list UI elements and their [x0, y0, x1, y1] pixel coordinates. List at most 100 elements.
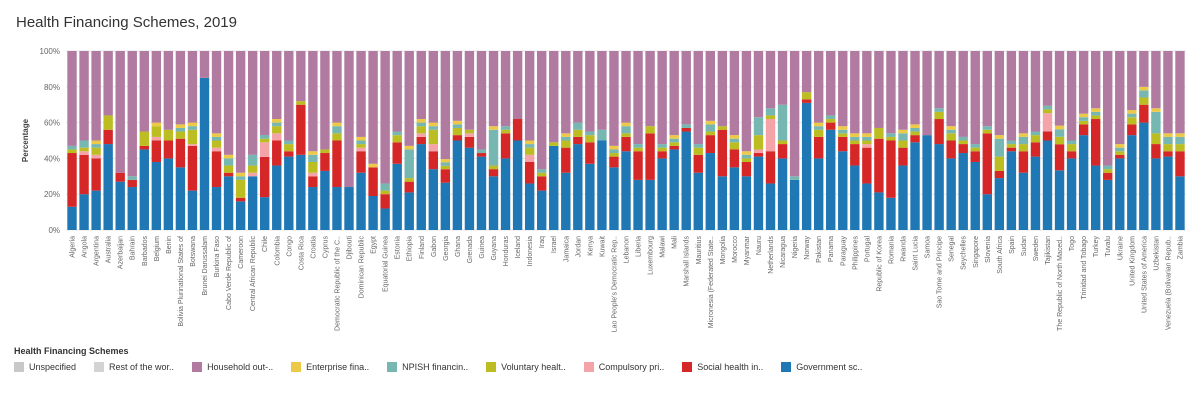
bar-segment[interactable]	[874, 51, 884, 128]
bar-segment[interactable]	[1163, 151, 1173, 157]
bar-segment[interactable]	[994, 135, 1005, 139]
bar-segment[interactable]	[1066, 144, 1077, 152]
bar-segment[interactable]	[777, 158, 788, 230]
bar-segment[interactable]	[922, 51, 932, 136]
bar-segment[interactable]	[645, 51, 655, 127]
bar-segment[interactable]	[1078, 117, 1089, 121]
bar-segment[interactable]	[1151, 51, 1161, 109]
bar-segment[interactable]	[862, 136, 872, 141]
bar-segment[interactable]	[1139, 97, 1149, 105]
bar-segment[interactable]	[368, 167, 378, 196]
bar-segment[interactable]	[537, 172, 547, 177]
bar-segment[interactable]	[753, 149, 764, 154]
bar-segment[interactable]	[621, 126, 631, 134]
bar-segment[interactable]	[850, 165, 860, 230]
bar-segment[interactable]	[1103, 169, 1113, 173]
bar-segment[interactable]	[681, 127, 691, 132]
bar-segment[interactable]	[404, 51, 414, 146]
bar-segment[interactable]	[838, 51, 848, 127]
bar-segment[interactable]	[1175, 144, 1185, 152]
bar-segment[interactable]	[753, 153, 764, 157]
bar-segment[interactable]	[1006, 151, 1017, 230]
bar-segment[interactable]	[103, 144, 113, 230]
bar-segment[interactable]	[765, 183, 776, 230]
bar-segment[interactable]	[765, 119, 776, 152]
bar-segment[interactable]	[296, 154, 306, 230]
bar-segment[interactable]	[320, 170, 330, 230]
bar-segment[interactable]	[91, 154, 101, 159]
bar-segment[interactable]	[609, 149, 619, 154]
bar-segment[interactable]	[1030, 156, 1041, 230]
bar-segment[interactable]	[537, 176, 547, 191]
bar-segment[interactable]	[765, 151, 776, 184]
bar-segment[interactable]	[247, 176, 258, 230]
bar-segment[interactable]	[753, 117, 764, 136]
bar-segment[interactable]	[1151, 133, 1161, 145]
bar-segment[interactable]	[1139, 104, 1149, 123]
bar-segment[interactable]	[428, 126, 439, 130]
bar-segment[interactable]	[524, 183, 535, 230]
bar-segment[interactable]	[79, 154, 89, 195]
bar-segment[interactable]	[223, 176, 234, 230]
bar-segment[interactable]	[115, 51, 125, 173]
bar-segment[interactable]	[235, 172, 246, 177]
bar-segment[interactable]	[705, 120, 715, 125]
bar-segment[interactable]	[428, 169, 439, 230]
bar-segment[interactable]	[488, 176, 499, 230]
bar-segment[interactable]	[476, 156, 487, 230]
bar-segment[interactable]	[826, 129, 836, 230]
bar-segment[interactable]	[741, 158, 752, 162]
bar-segment[interactable]	[1151, 108, 1161, 112]
legend-item[interactable]: Household out-..	[192, 362, 273, 372]
bar-segment[interactable]	[633, 51, 643, 145]
bar-segment[interactable]	[1103, 172, 1113, 180]
bar-segment[interactable]	[272, 140, 282, 166]
bar-segment[interactable]	[549, 145, 559, 230]
bar-segment[interactable]	[272, 122, 282, 127]
bar-segment[interactable]	[139, 51, 149, 132]
bar-segment[interactable]	[813, 158, 824, 230]
bar-segment[interactable]	[705, 124, 715, 132]
bar-segment[interactable]	[211, 51, 222, 134]
bar-segment[interactable]	[127, 179, 137, 188]
bar-segment[interactable]	[657, 51, 667, 145]
bar-segment[interactable]	[801, 102, 812, 230]
bar-segment[interactable]	[705, 131, 715, 136]
bar-segment[interactable]	[970, 147, 980, 152]
bar-segment[interactable]	[392, 142, 402, 164]
bar-segment[interactable]	[512, 51, 523, 120]
bar-segment[interactable]	[380, 51, 390, 184]
bar-segment[interactable]	[524, 144, 535, 148]
bar-segment[interactable]	[910, 131, 920, 136]
bar-segment[interactable]	[537, 51, 547, 170]
bar-segment[interactable]	[1054, 144, 1065, 171]
bar-segment[interactable]	[187, 129, 198, 145]
bar-segment[interactable]	[741, 161, 752, 177]
bar-segment[interactable]	[260, 197, 270, 230]
bar-segment[interactable]	[67, 153, 77, 207]
bar-segment[interactable]	[332, 133, 342, 141]
bar-segment[interactable]	[211, 187, 222, 230]
bar-segment[interactable]	[813, 51, 824, 123]
bar-segment[interactable]	[777, 140, 788, 145]
bar-segment[interactable]	[175, 127, 186, 132]
bar-segment[interactable]	[898, 147, 908, 166]
bar-segment[interactable]	[1066, 158, 1077, 230]
bar-segment[interactable]	[272, 119, 282, 123]
bar-segment[interactable]	[392, 51, 402, 132]
bar-segment[interactable]	[91, 147, 101, 155]
bar-segment[interactable]	[199, 77, 210, 230]
bar-segment[interactable]	[308, 51, 318, 152]
bar-segment[interactable]	[657, 151, 667, 159]
bar-segment[interactable]	[1042, 109, 1053, 114]
bar-segment[interactable]	[561, 147, 571, 173]
bar-segment[interactable]	[609, 167, 619, 230]
bar-segment[interactable]	[585, 131, 595, 136]
bar-segment[interactable]	[850, 133, 860, 137]
bar-segment[interactable]	[934, 111, 944, 120]
bar-segment[interactable]	[1054, 125, 1065, 130]
bar-segment[interactable]	[621, 136, 631, 152]
bar-segment[interactable]	[356, 136, 366, 141]
bar-segment[interactable]	[175, 167, 186, 230]
bar-segment[interactable]	[103, 51, 113, 116]
